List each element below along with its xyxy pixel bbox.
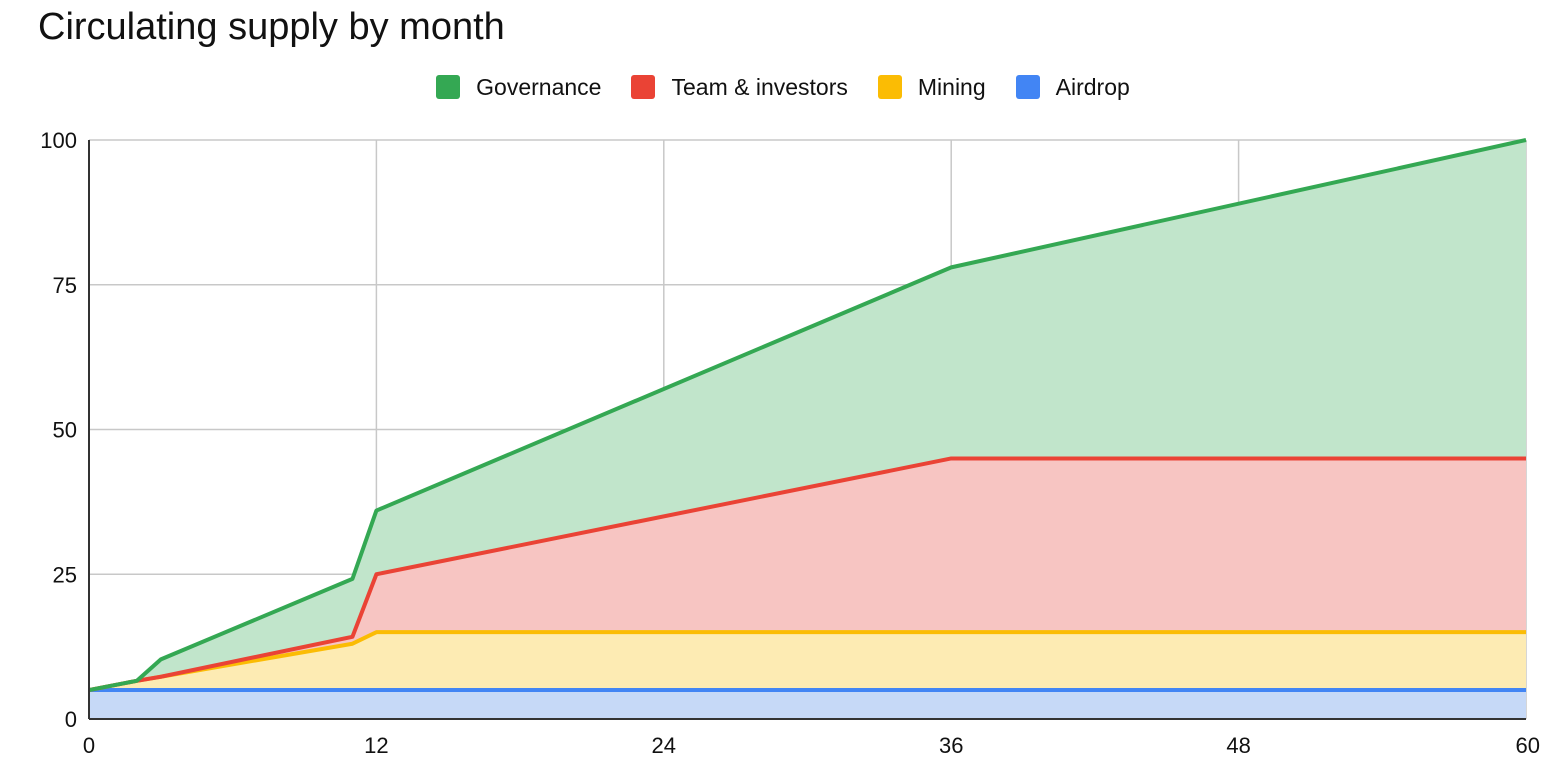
x-tick-label: 12 bbox=[364, 733, 388, 758]
x-tick-label: 0 bbox=[83, 733, 95, 758]
x-tick-label: 48 bbox=[1226, 733, 1250, 758]
y-tick-label: 75 bbox=[53, 273, 77, 298]
series-line-governance bbox=[88, 138, 1527, 693]
area-governance bbox=[89, 140, 1526, 691]
legend-item-airdrop: Airdrop bbox=[1015, 73, 1130, 101]
legend-item-governance: Governance bbox=[436, 74, 601, 101]
series-lines bbox=[88, 138, 1527, 693]
x-tick-label: 60 bbox=[1516, 733, 1540, 758]
legend-label: Team & investors bbox=[671, 73, 848, 100]
axes bbox=[88, 140, 1526, 720]
legend-swatch-governance bbox=[436, 75, 461, 99]
legend-label: Airdrop bbox=[1055, 73, 1130, 100]
chart-title: Circulating supply by month bbox=[38, 6, 505, 48]
x-tick-label: 36 bbox=[939, 733, 963, 758]
legend-label: Governance bbox=[476, 73, 602, 100]
y-tick-label: 0 bbox=[65, 707, 77, 732]
tick-labels: 0 25 50 75 100 0 12 24 36 48 60 bbox=[40, 128, 1540, 758]
area-mining bbox=[89, 632, 1526, 691]
legend-swatch-team-and-investors bbox=[631, 75, 656, 99]
legend-item-mining: Mining bbox=[877, 73, 986, 101]
y-tick-label: 50 bbox=[53, 418, 77, 443]
legend-item-team-and-investors: Team & investors bbox=[631, 73, 848, 101]
y-tick-label: 25 bbox=[53, 562, 77, 587]
y-tick-label: 100 bbox=[40, 128, 77, 153]
x-tick-label: 24 bbox=[652, 733, 676, 758]
area-airdrop bbox=[89, 690, 1526, 719]
legend-label: Mining bbox=[917, 73, 986, 100]
legend-swatch-mining bbox=[877, 75, 902, 99]
chart-legend: Governance Team & investors Mining Airdrop bbox=[0, 72, 1566, 102]
legend-swatch-airdrop bbox=[1015, 75, 1040, 99]
